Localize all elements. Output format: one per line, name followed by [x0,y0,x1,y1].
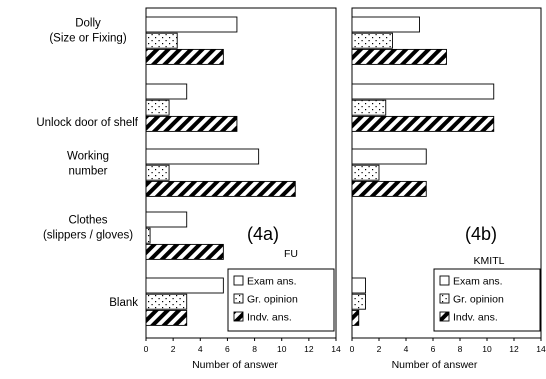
legend-entry: Gr. opinion [247,294,298,306]
legend-swatch-dots [233,293,244,304]
legend-swatch-dots [439,293,450,304]
category-label: Clothes (slippers / gloves) [43,215,133,242]
legend-swatch-stripes [439,311,450,322]
legend-box [227,268,335,332]
bar-stripes [145,309,188,326]
category-label-line: Dolly [75,18,101,30]
category-label-line: Blank [109,297,138,309]
bar-dots [351,32,393,49]
category-label-line: (Size or Fixing) [49,33,126,45]
bar-stripes [145,180,296,197]
x-tick-label: 2 [171,344,176,354]
panel-label: (4a) [247,224,279,244]
category-label: Dolly (Size or Fixing) [49,18,126,45]
bar-stripes [145,48,224,65]
x-tick-label: 14 [536,344,546,354]
bar-dots [351,99,387,116]
group-title: FU [284,248,298,260]
category-label-line: Working [67,151,109,163]
x-axis-label: Number of answer [192,359,278,371]
bar-blank [145,211,188,228]
legend-entry: Gr. opinion [453,294,504,306]
legend-box [433,268,541,332]
x-tick-label: 8 [252,344,257,354]
bar-blank [145,277,224,294]
bar-stripes [145,115,238,132]
category-label-line: Unlock door of shelf [36,117,138,129]
category-label: Blank [109,297,138,309]
legend-entry: Exam ans. [453,276,503,288]
x-tick-label: 12 [304,344,314,354]
bar-blank [351,277,366,294]
bar-stripes [351,309,360,326]
bar-dots [145,293,188,310]
x-tick-label: 8 [458,344,463,354]
category-label: Working number [67,151,109,178]
x-tick-label: 14 [331,344,341,354]
x-tick-label: 6 [225,344,230,354]
x-axis-label: Number of answer [392,359,478,371]
chart-panel-1: 0 2 4 6 8 10 12 14 Number of answer (4a) FU Exam an… [144,7,341,371]
category-label-line: number [69,166,108,178]
legend-entry: Exam ans. [247,276,297,288]
group-title: KMITL [474,255,505,267]
bar-blank [145,16,238,33]
bar-blank [145,148,260,165]
x-tick-label: 4 [404,344,409,354]
x-tick-label: 0 [144,344,149,354]
bar-dots [145,99,170,116]
chart-panel-2: 0 2 4 6 8 10 12 14 Number of answer (4b) KMITL Exam… [350,7,546,371]
x-tick-label: 2 [377,344,382,354]
bar-blank [351,83,495,100]
bar-stripes [351,180,427,197]
legend-swatch-blank [233,275,244,286]
legend-swatch-stripes [233,311,244,322]
x-tick-label: 4 [198,344,203,354]
bar-dots [351,164,380,181]
x-tick-label: 10 [277,344,287,354]
bar-blank [351,16,420,33]
legend-entry: Indv. ans. [247,312,292,324]
legend-swatch-blank [439,275,450,286]
bar-blank [145,83,188,100]
category-label-line: (slippers / gloves) [43,230,133,242]
legend-entry: Indv. ans. [453,312,498,324]
x-tick-label: 6 [431,344,436,354]
bar-stripes [351,115,495,132]
bar-blank [351,148,427,165]
x-tick-label: 12 [509,344,519,354]
bar-stripes [145,243,224,260]
panel-label: (4b) [465,224,497,244]
bar-dots [145,227,151,244]
category-label-line: Clothes [69,215,108,227]
category-label: Unlock door of shelf [36,117,138,129]
bar-dots [351,293,366,310]
bar-dots [145,32,178,49]
x-tick-label: 0 [350,344,355,354]
bar-dots [145,164,170,181]
bar-stripes [351,48,447,65]
x-tick-label: 10 [482,344,492,354]
